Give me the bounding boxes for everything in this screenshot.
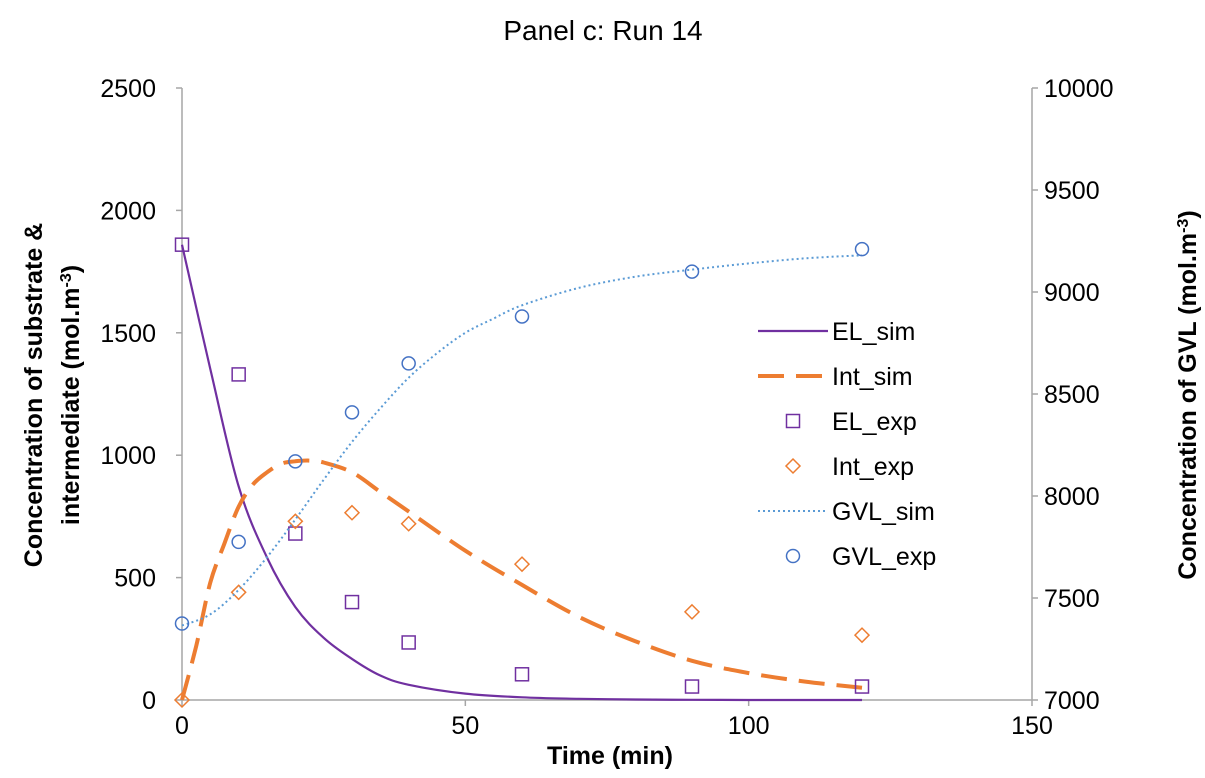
series-int-sim <box>182 461 862 700</box>
x-axis-label: Time (min) <box>547 742 673 770</box>
y-left-axis-label-line2: intermediate (mol.m-3) <box>57 265 85 525</box>
y-left-tick-label: 2500 <box>100 75 156 103</box>
int-exp-point <box>402 517 416 531</box>
gvl-exp-point <box>686 265 699 278</box>
int-exp-point <box>515 557 529 571</box>
y-right-tick-label: 9000 <box>1044 279 1100 307</box>
gvl-exp-point <box>402 357 415 370</box>
legend-label: GVL_exp <box>832 543 936 571</box>
el-exp-point <box>346 596 359 609</box>
legend-label: GVL_sim <box>832 498 935 526</box>
chart-title: Panel c: Run 14 <box>503 15 702 46</box>
y-right-tick-label: 8000 <box>1044 483 1100 511</box>
series-gvl-sim <box>182 255 862 625</box>
int-exp-point <box>345 506 359 520</box>
legend-swatch <box>786 459 800 473</box>
int-exp-point <box>232 585 246 599</box>
series-el-sim <box>182 245 862 700</box>
legend-item-int-sim: Int_sim <box>758 363 913 391</box>
legend-item-int-exp: Int_exp <box>786 453 914 481</box>
el-exp-point <box>516 668 529 681</box>
series-el-exp <box>176 238 869 693</box>
int-exp-point <box>855 628 869 642</box>
legend-label: EL_sim <box>832 318 915 346</box>
y-right-tick-label: 8500 <box>1044 381 1100 409</box>
legend: EL_sim Int_sim EL_exp Int_exp GVL_sim GVL_exp <box>758 318 936 571</box>
x-tick-label: 150 <box>1011 712 1053 740</box>
x-tick-label: 100 <box>728 712 770 740</box>
int-sim-line <box>182 461 862 700</box>
y-left-tick-label: 500 <box>114 565 156 593</box>
y-right-tick-label: 9500 <box>1044 177 1100 205</box>
gvl-exp-point <box>856 243 869 256</box>
tick-labels: 0 50 100 1500500100015002000250070007500800… <box>100 75 1113 740</box>
y-left-tick-label: 0 <box>142 687 156 715</box>
y-left-tick-label: 1000 <box>100 442 156 470</box>
legend-label: Int_exp <box>832 453 914 481</box>
el-exp-point <box>402 636 415 649</box>
y-right-axis-label: Concentration of GVL (mol.m-3) <box>1174 210 1202 579</box>
legend-item-gvl-exp: GVL_exp <box>787 543 937 571</box>
y-right-tick-label: 7000 <box>1044 687 1100 715</box>
plot-area <box>175 238 869 707</box>
y-right-tick-label: 7500 <box>1044 585 1100 613</box>
x-tick-label: 0 <box>175 712 189 740</box>
int-exp-point <box>685 605 699 619</box>
y-left-axis-label-line1: Concentration of substrate & <box>20 223 48 567</box>
legend-item-el-sim: EL_sim <box>758 318 915 346</box>
legend-label: Int_sim <box>832 363 913 391</box>
y-left-tick-label: 2000 <box>100 197 156 225</box>
gvl-sim-line <box>182 255 862 625</box>
legend-item-gvl-sim: GVL_sim <box>758 498 935 526</box>
el-exp-point <box>232 368 245 381</box>
x-tick-label: 50 <box>451 712 479 740</box>
legend-swatch <box>787 415 800 428</box>
legend-swatch <box>787 550 800 563</box>
legend-item-el-exp: EL_exp <box>787 408 917 436</box>
legend-label: EL_exp <box>832 408 917 436</box>
gvl-exp-point <box>346 406 359 419</box>
el-exp-point <box>686 680 699 693</box>
axes <box>176 88 1038 706</box>
gvl-exp-point <box>516 310 529 323</box>
el-sim-line <box>182 245 862 700</box>
gvl-exp-point <box>232 535 245 548</box>
y-left-tick-label: 1500 <box>100 320 156 348</box>
y-right-tick-label: 10000 <box>1044 75 1114 103</box>
